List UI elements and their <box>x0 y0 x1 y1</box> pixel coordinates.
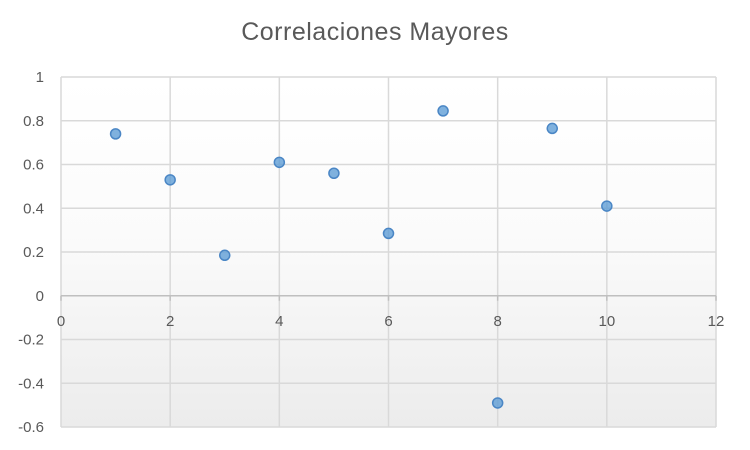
y-tick-label: -0.4 <box>18 375 44 392</box>
scatter-point <box>382 227 395 240</box>
scatter-point <box>437 105 449 117</box>
scatter-point <box>109 128 122 140</box>
tick-labels: 1 0.8 0.6 0.4 0.2 0 -0.2 -0.4 -0.6 0 2 4 6 8 10 12 <box>18 69 724 436</box>
x-tick-label: 6 <box>384 313 392 330</box>
y-tick-label: 0.8 <box>23 113 44 130</box>
x-tick-label: 10 <box>598 313 615 330</box>
scatter-point <box>219 249 231 262</box>
y-tick-label: 0.4 <box>23 200 44 217</box>
y-tick-label: -0.6 <box>18 419 44 436</box>
scatter-point <box>164 174 176 186</box>
scatter-point <box>491 397 504 409</box>
data-points <box>109 105 613 409</box>
axis-layer <box>60 295 717 301</box>
x-tick-label: 0 <box>57 313 65 330</box>
scatter-point <box>546 122 558 135</box>
scatter-point <box>328 167 340 179</box>
y-tick-label: -0.2 <box>18 332 44 349</box>
y-tick-label: 0.6 <box>23 157 44 174</box>
y-tick-label: 0.2 <box>23 244 44 261</box>
x-tick-label: 2 <box>166 313 174 330</box>
x-tick-label: 8 <box>493 313 501 330</box>
x-tick-label: 4 <box>275 313 283 330</box>
y-tick-label: 0 <box>36 288 44 305</box>
chart-title: Correlaciones Mayores <box>241 18 509 46</box>
x-tick-label: 12 <box>708 313 725 330</box>
scatter-point <box>601 200 613 212</box>
scatter-point <box>273 156 286 169</box>
y-tick-label: 1 <box>36 69 44 86</box>
